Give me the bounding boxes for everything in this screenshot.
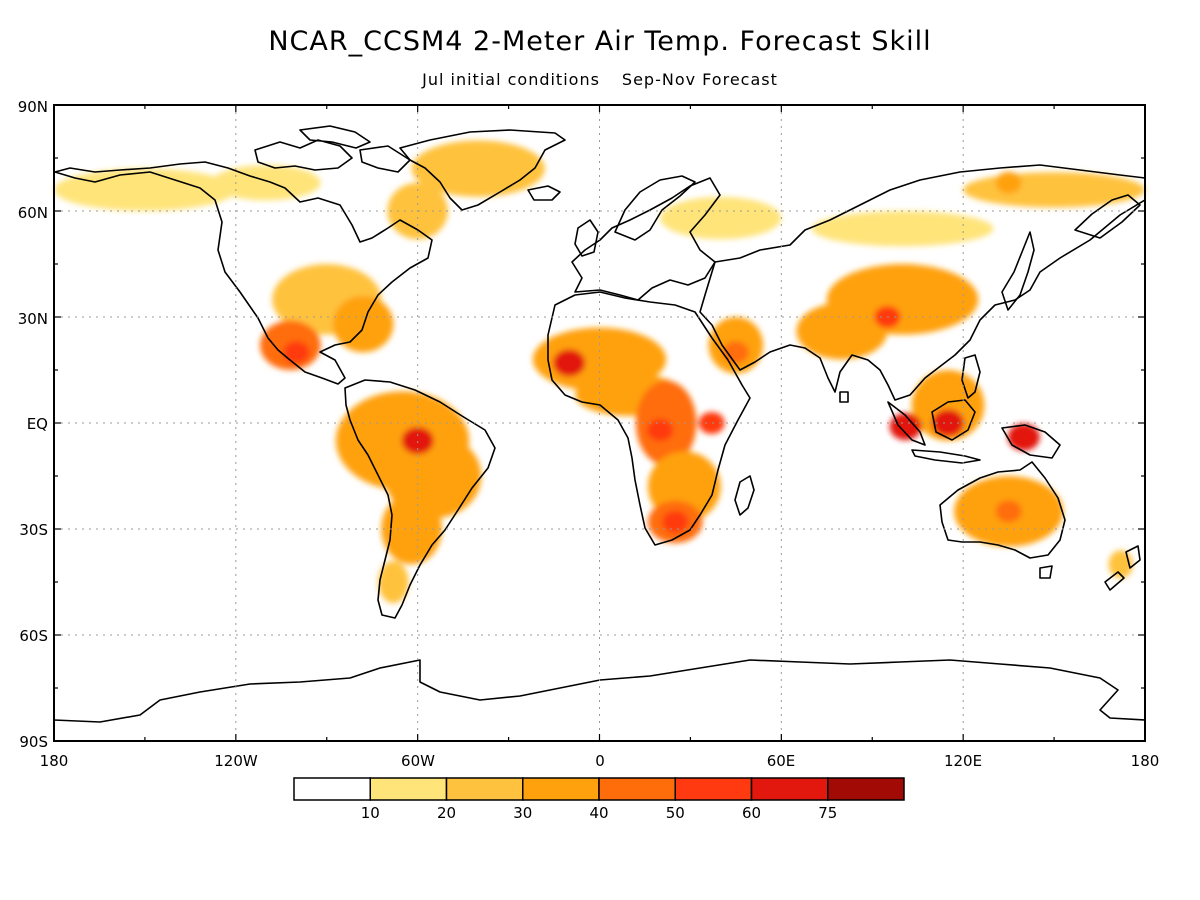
gridlines [54, 105, 1145, 741]
lon-label-60e: 60E [767, 752, 796, 770]
colorbar-swatch [674, 777, 753, 801]
coastline-new-zealand [1104, 545, 1141, 591]
colorbar-swatch [293, 777, 371, 801]
lon-label-120e: 120E [944, 752, 982, 770]
colorbar-swatch [827, 777, 905, 801]
coastline-greenland [399, 129, 566, 211]
coastline-asia [699, 164, 1146, 401]
high-skill-area [698, 411, 725, 435]
subtitle-forecast-period: Sep-Nov Forecast [621, 70, 778, 89]
skill-patch [54, 168, 236, 211]
coastline-java [911, 449, 981, 464]
lat-label-90n: 90N [18, 98, 48, 116]
colorbar-label: 10 [361, 804, 380, 822]
high-skill-area [932, 409, 965, 437]
coastline-africa [547, 291, 751, 546]
lon-label-180e: 180 [1131, 752, 1160, 770]
colorbar-legend: 10 20 30 40 50 60 75 [293, 777, 905, 822]
coastline-sumatra [887, 401, 926, 446]
coastline-europe [571, 177, 721, 301]
high-skill-area [995, 500, 1022, 523]
lat-label-60s: 60S [19, 627, 48, 645]
colorbar-swatch [445, 777, 524, 801]
lon-label-180w: 180 [40, 752, 69, 770]
high-skill-area [1007, 423, 1040, 451]
lat-label-60n: 60N [18, 204, 48, 222]
coastline-layer [53, 125, 1146, 723]
colorbar-swatch [369, 777, 448, 801]
high-skill-area [283, 341, 310, 364]
skill-patch [660, 196, 782, 240]
high-skill-area [553, 349, 586, 377]
skill-patch [411, 140, 545, 197]
colorbar-swatch [598, 777, 676, 801]
lon-label-120w: 120W [214, 752, 258, 770]
coastline-philippines [961, 354, 981, 399]
colorbar-swatch [750, 777, 829, 801]
lat-label-eq: EQ [27, 415, 48, 433]
plot-subtitle: Jul initial conditions Sep-Nov Forecast [0, 70, 1200, 89]
high-skill-area [995, 171, 1022, 194]
lon-label-0: 0 [595, 752, 605, 770]
plot-title: NCAR_CCSM4 2-Meter Air Temp. Forecast Sk… [268, 26, 932, 57]
subtitle-initial-conditions: Jul initial conditions [422, 70, 600, 89]
coastline-australia [939, 461, 1066, 559]
coastline-iceland [527, 185, 561, 201]
coastline-arctic-islands [254, 125, 411, 173]
high-skill-area [889, 412, 922, 441]
coastline-british-isles [574, 219, 599, 257]
skill-patch [211, 165, 321, 201]
longitude-labels: 180 120W 60W 0 60E 120E 180 [40, 752, 1160, 770]
high-skill-area [722, 341, 749, 364]
coastline-scandinavia [614, 175, 696, 241]
high-skill-area [647, 419, 674, 442]
skill-blobs [54, 140, 1145, 604]
lon-label-60w: 60W [401, 752, 435, 770]
skill-patch [796, 302, 888, 360]
skill-patch [811, 211, 994, 247]
colorbar-swatch [522, 777, 600, 801]
latitude-labels: 90N 60N 30N EQ 30S 60S 90S [18, 98, 48, 751]
coastline-south-america [344, 379, 496, 619]
colorbar-label: 50 [666, 804, 685, 822]
colorbar-label: 30 [513, 804, 532, 822]
coastline-new-guinea [1001, 424, 1061, 459]
coastline-antarctica [53, 659, 1146, 723]
coastline-borneo [931, 399, 976, 441]
coastline-tasmania [1039, 565, 1053, 579]
skill-shading-layer [54, 140, 1145, 604]
colorbar-label: 75 [818, 804, 837, 822]
coastline-madagascar [734, 475, 755, 516]
lat-label-30n: 30N [18, 310, 48, 328]
coastline-sri-lanka [839, 391, 849, 403]
lat-label-90s: 90S [19, 733, 48, 751]
colorbar-label: 40 [589, 804, 608, 822]
high-skill-area [401, 427, 434, 455]
skill-patch [332, 295, 394, 353]
colorbar-label: 60 [742, 804, 761, 822]
coastline-north-america [54, 161, 433, 385]
colorbar-label: 20 [437, 804, 456, 822]
skill-patch [963, 172, 1145, 208]
high-skill-area [662, 510, 689, 533]
skill-patch [378, 560, 409, 604]
lat-label-30s: 30S [19, 521, 48, 539]
coastline-kamchatka [1074, 194, 1141, 239]
axis-ticks [53, 104, 1146, 742]
coastline-japan [1001, 231, 1035, 311]
